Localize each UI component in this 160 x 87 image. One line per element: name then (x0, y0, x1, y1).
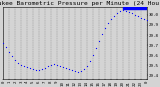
Point (68, 69, 70, 70)
Point (145, 19, 148, 21)
Point (29, 68, 32, 69)
Point (71, 70, 73, 71)
Point (83, 69, 85, 70)
Point (26, 67, 28, 68)
Point (77, 72, 79, 73)
Point (23, 66, 26, 67)
Point (65, 68, 67, 69)
Point (8, 52, 11, 53)
Point (17, 63, 20, 64)
Point (95, 48, 97, 49)
Point (139, 17, 142, 19)
Point (89, 61, 91, 62)
Point (32, 69, 35, 70)
Point (38, 70, 40, 71)
Point (127, 11, 130, 13)
Point (41, 69, 43, 70)
Point (50, 65, 52, 66)
Point (5, 47, 8, 48)
Point (112, 15, 115, 17)
Point (53, 64, 55, 65)
Point (121, 9, 124, 11)
Point (133, 14, 136, 16)
Point (118, 10, 121, 11)
Point (80, 71, 82, 72)
Point (130, 12, 133, 14)
Point (124, 10, 127, 11)
Point (47, 66, 49, 67)
Title: Milwaukee Barometric Pressure per Minute (24 Hours): Milwaukee Barometric Pressure per Minute… (0, 1, 160, 6)
Point (20, 65, 23, 66)
Point (92, 55, 94, 56)
Point (107, 22, 109, 24)
Point (62, 67, 64, 68)
Point (98, 40, 100, 42)
Point (56, 65, 58, 66)
Point (2, 42, 5, 44)
Point (35, 70, 37, 71)
Point (100, 33, 103, 35)
Point (136, 15, 139, 17)
Point (74, 71, 76, 72)
Point (109, 18, 112, 20)
Point (86, 66, 88, 67)
Point (14, 60, 17, 61)
Point (142, 18, 145, 20)
Point (11, 56, 14, 57)
Bar (123, 7, 147, 9)
Point (104, 27, 106, 29)
Point (44, 68, 46, 69)
Point (115, 12, 118, 14)
Point (59, 66, 61, 67)
